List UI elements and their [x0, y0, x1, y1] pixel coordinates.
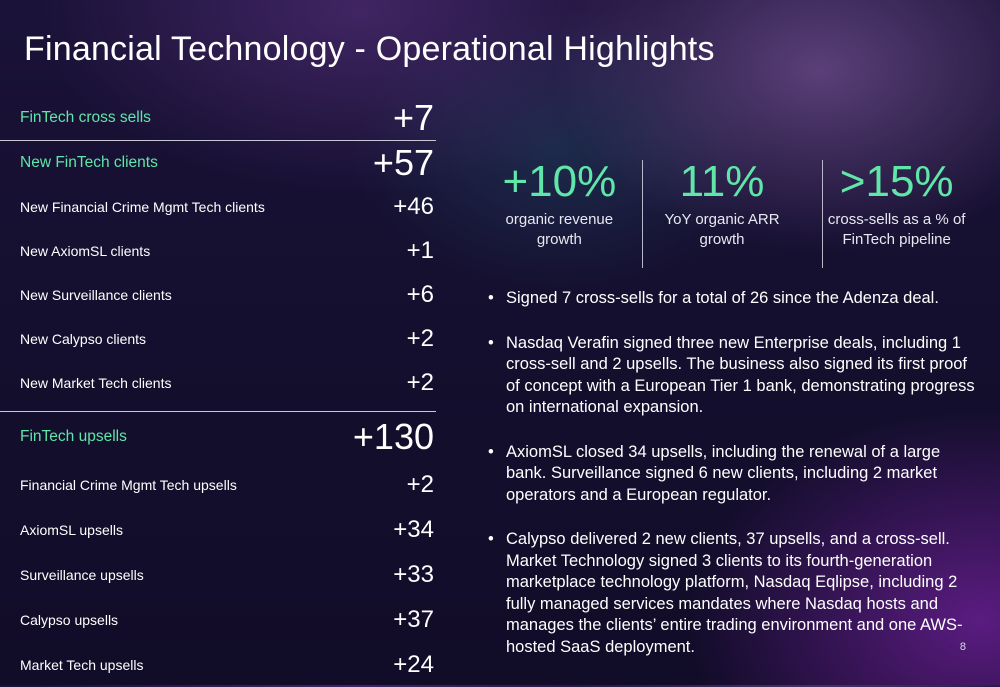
bullet-item: • Calypso delivered 2 new clients, 37 up… — [488, 529, 980, 658]
upsells-row: FinTech upsells +130 — [0, 412, 436, 462]
stat-organic-arr: 11% YoY organic ARR growth — [641, 158, 804, 270]
row-label: Calypso upsells — [20, 611, 119, 628]
row-value: +34 — [393, 515, 434, 543]
table-row: New Market Tech clients +2 — [0, 361, 436, 405]
row-label: AxiomSL upsells — [20, 521, 123, 538]
bullet-dot: • — [488, 530, 494, 548]
cross-sells-row: FinTech cross sells +7 — [0, 96, 436, 140]
row-label: Financial Crime Mgmt Tech upsells — [20, 476, 237, 493]
table-row: AxiomSL upsells +34 — [0, 507, 436, 552]
divider-2 — [0, 411, 436, 412]
row-value: +24 — [393, 650, 434, 678]
bullet-dot: • — [488, 333, 494, 352]
cross-sells-value: +7 — [392, 97, 434, 138]
stat-desc-line2: growth — [699, 231, 745, 248]
bullet-text: Signed 7 cross-sells for a total of 26 s… — [506, 289, 939, 307]
divider-1 — [0, 140, 436, 141]
stat-desc-line1: organic revenue — [505, 211, 614, 228]
row-value: +33 — [393, 560, 434, 588]
stat-cross-sells-pipeline: >15% cross-sells as a % of FinTech pipel… — [815, 158, 978, 270]
new-clients-row: New FinTech clients +57 — [0, 141, 436, 185]
table-row: New Calypso clients +2 — [0, 317, 436, 361]
row-value: +6 — [406, 281, 434, 308]
bullet-item: • Signed 7 cross-sells for a total of 26… — [488, 288, 980, 310]
page-title: Financial Technology - Operational Highl… — [24, 30, 715, 68]
bullet-dot: • — [488, 289, 494, 307]
bullet-text: Calypso delivered 2 new clients, 37 upse… — [506, 530, 963, 656]
new-clients-value: +57 — [372, 142, 434, 183]
stat-desc-line2: FinTech pipeline — [842, 231, 951, 248]
table-row: Market Tech upsells +24 — [0, 642, 436, 687]
stat-divider — [822, 160, 823, 268]
upsells-label: FinTech upsells — [20, 428, 127, 445]
bullet-text: AxiomSL closed 34 upsells, including the… — [506, 442, 941, 504]
row-label: New Market Tech clients — [20, 375, 172, 391]
row-value: +46 — [393, 193, 434, 220]
table-row: Surveillance upsells +33 — [0, 552, 436, 597]
row-label: Market Tech upsells — [20, 656, 144, 673]
row-label: New Financial Crime Mgmt Tech clients — [20, 199, 265, 215]
row-label: Surveillance upsells — [20, 566, 144, 583]
bullet-dot: • — [488, 442, 494, 461]
new-clients-label: New FinTech clients — [20, 154, 158, 171]
row-label: New Surveillance clients — [20, 287, 172, 303]
bullet-item: • AxiomSL closed 34 upsells, including t… — [488, 442, 980, 507]
bullet-item: • Nasdaq Verafin signed three new Enterp… — [488, 333, 980, 419]
highlights-table: FinTech cross sells +7 New FinTech clien… — [0, 96, 436, 687]
stat-desc-line2: growth — [536, 231, 582, 248]
stat-desc-line1: cross-sells as a % of — [827, 211, 966, 228]
stat-organic-revenue: +10% organic revenue growth — [478, 158, 641, 270]
stat-value: 11% — [679, 157, 765, 206]
table-row: New Financial Crime Mgmt Tech clients +4… — [0, 185, 436, 229]
row-value: +37 — [393, 605, 434, 633]
row-value: +2 — [406, 325, 434, 352]
highlights-bullets: • Signed 7 cross-sells for a total of 26… — [488, 288, 980, 681]
page-number: 8 — [959, 641, 966, 653]
stat-value: +10% — [502, 157, 617, 206]
upsells-value: +130 — [352, 416, 434, 457]
table-row: Financial Crime Mgmt Tech upsells +2 — [0, 462, 436, 507]
table-row: Calypso upsells +37 — [0, 597, 436, 642]
table-row: New Surveillance clients +6 — [0, 273, 436, 317]
row-label: New Calypso clients — [20, 331, 147, 347]
row-value: +1 — [406, 237, 434, 264]
row-label: New AxiomSL clients — [20, 243, 151, 259]
stat-value: >15% — [839, 157, 954, 206]
bullet-text: Nasdaq Verafin signed three new Enterpri… — [506, 333, 975, 417]
stat-desc-line1: YoY organic ARR — [664, 211, 780, 228]
stat-divider — [642, 160, 643, 268]
table-row: New AxiomSL clients +1 — [0, 229, 436, 273]
key-stats: +10% organic revenue growth 11% YoY orga… — [478, 158, 978, 270]
cross-sells-label: FinTech cross sells — [20, 109, 151, 126]
row-value: +2 — [406, 369, 434, 396]
row-value: +2 — [406, 470, 434, 498]
